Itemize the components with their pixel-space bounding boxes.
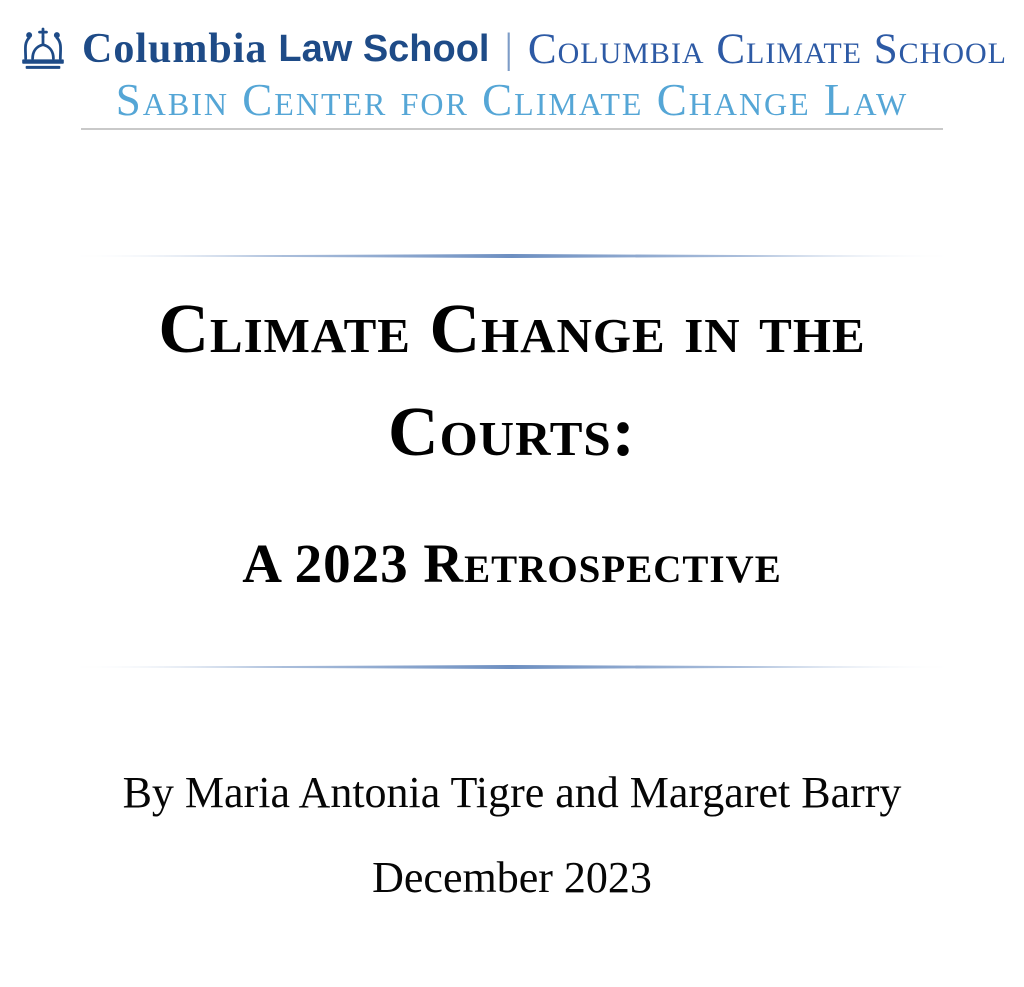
decorative-rule-bottom — [74, 665, 950, 669]
header-rule — [81, 128, 943, 130]
columbia-crown-icon — [22, 27, 64, 69]
header-logo: Columbia Law School | Columbia Climate S… — [0, 26, 1024, 130]
logo-row-schools: Columbia Law School | Columbia Climate S… — [0, 25, 1024, 73]
date-line: December 2023 — [372, 853, 652, 902]
climate-school-label: Columbia Climate School — [527, 25, 1008, 73]
title-line-2: Courts: — [388, 394, 636, 471]
title-line-1: Climate Change in the — [158, 291, 866, 368]
columbia-wordmark: Columbia — [81, 26, 268, 72]
authors-line: By Maria Antonia Tigre and Margaret Barr… — [122, 768, 902, 817]
law-school-label: Law School — [278, 27, 490, 70]
decorative-rule-top — [74, 254, 950, 258]
title-line-3: A 2023 Retrospective — [242, 533, 782, 594]
logo-divider: | — [504, 26, 513, 72]
sabin-center-label: Sabin Center for Climate Change Law — [115, 75, 909, 125]
